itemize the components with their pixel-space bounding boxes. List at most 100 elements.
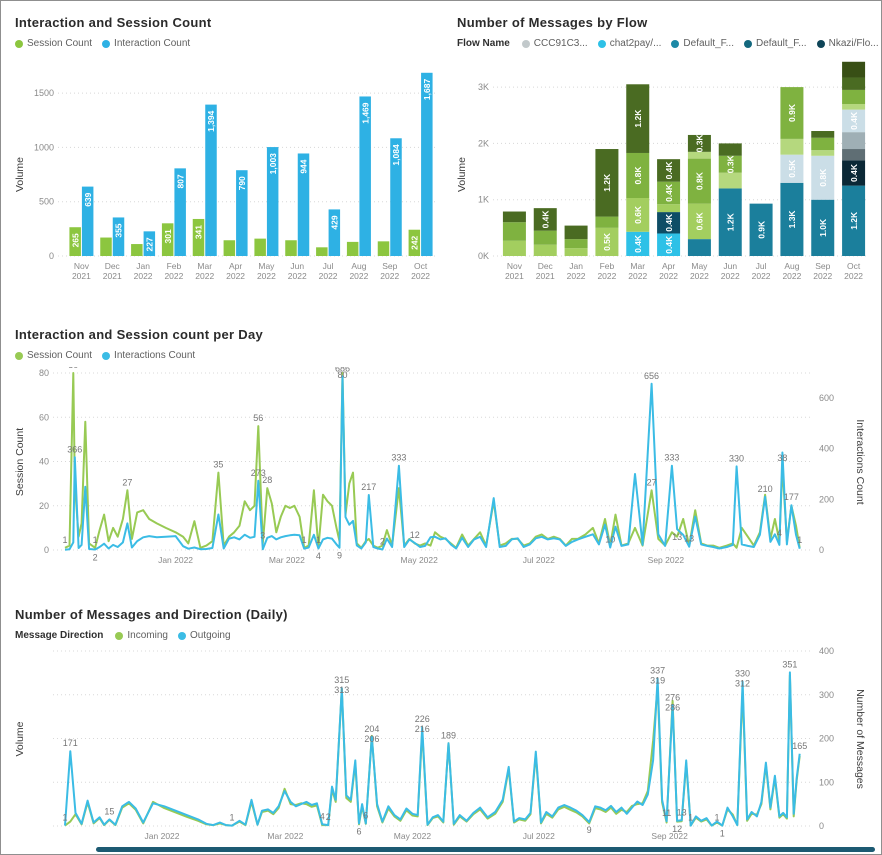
stack-segment[interactable] (780, 154, 804, 183)
bar-interaction-aug-2022[interactable] (359, 96, 371, 256)
stack-segment[interactable] (780, 138, 804, 155)
stack-segment[interactable] (687, 134, 711, 152)
stack-segment[interactable] (595, 227, 619, 256)
stack-segment[interactable] (811, 131, 835, 138)
bar-interaction-sep-2022[interactable] (390, 138, 402, 256)
stack-segment[interactable] (564, 225, 588, 240)
stack-segment[interactable] (842, 89, 866, 104)
stacked-bar-mar-2022[interactable]: 0.4K 0.6K 0.8K 1.2K (626, 84, 650, 256)
bar-session-mar-2022[interactable] (192, 218, 205, 256)
stack-segment[interactable] (749, 203, 773, 256)
bar-session-jul-2022[interactable] (316, 247, 328, 256)
legend-item-session-count[interactable]: Session Count (15, 350, 92, 361)
legend-item-default-f-[interactable]: Default_F... (671, 38, 734, 49)
legend-item-session-count[interactable]: Session Count (15, 38, 92, 49)
bar-interaction-mar-2022[interactable] (205, 104, 217, 256)
stacked-bar-feb-2022[interactable]: 0.5K 1.2K (595, 149, 619, 256)
bar-interaction-jan-2022[interactable] (143, 231, 156, 256)
stack-segment[interactable] (811, 155, 835, 200)
legend-item-nkazi-flo-[interactable]: Nkazi/Flo... (816, 38, 879, 49)
line-session-count[interactable] (64, 372, 801, 549)
stack-segment[interactable] (718, 172, 742, 189)
stack-segment[interactable] (626, 231, 650, 256)
stack-segment[interactable] (657, 181, 681, 205)
stack-segment[interactable] (718, 155, 742, 173)
stacked-bar-apr-2022[interactable]: 0.4K 0.4K 0.4K 0.4K (657, 159, 681, 256)
legend-item-interaction-count[interactable]: Interaction Count (102, 38, 190, 49)
line-chart-messages-direction-daily[interactable]: 0 100 200 300 400 Volume Number of Messages Jan… (11, 647, 873, 847)
bar-session-aug-2022[interactable] (346, 241, 359, 256)
bar-interaction-dec-2021[interactable] (112, 217, 125, 256)
bar-interaction-oct-2022[interactable] (421, 72, 433, 256)
stack-segment[interactable] (842, 77, 866, 90)
line-interactions-count[interactable] (64, 375, 801, 551)
bar-session-may-2022[interactable] (254, 238, 266, 256)
line-outgoing[interactable] (64, 671, 801, 827)
legend-item-default-f-[interactable]: Default_F... (744, 38, 807, 49)
stack-segment[interactable] (842, 185, 866, 256)
stack-segment[interactable] (533, 208, 557, 231)
stack-segment[interactable] (533, 230, 557, 245)
stack-segment[interactable] (687, 151, 711, 159)
stack-segment[interactable] (595, 216, 619, 228)
stack-segment[interactable] (842, 61, 866, 78)
stack-segment[interactable] (842, 160, 866, 186)
legend-item-interactions-count[interactable]: Interactions Count (102, 350, 195, 361)
bar-interaction-apr-2022[interactable] (236, 170, 248, 256)
stack-segment[interactable] (842, 132, 866, 150)
stack-segment[interactable] (626, 198, 650, 232)
stacked-bar-dec-2021[interactable]: 0.4K (533, 208, 557, 256)
horizontal-scrollbar[interactable] (96, 847, 875, 852)
stack-segment[interactable] (502, 211, 526, 223)
bar-session-oct-2022[interactable] (408, 229, 421, 256)
stack-segment[interactable] (657, 159, 681, 182)
stack-segment[interactable] (780, 182, 804, 256)
stack-segment[interactable] (657, 204, 681, 213)
stacked-bar-oct-2022[interactable]: 1.2K 0.4K 0.4K (842, 61, 866, 256)
bar-interaction-may-2022[interactable] (266, 147, 279, 256)
stacked-bar-jul-2022[interactable]: 0.9K (749, 203, 773, 256)
stack-segment[interactable] (533, 244, 557, 256)
bar-session-sep-2022[interactable] (377, 241, 390, 256)
line-chart-interaction-session-daily[interactable]: 0 20 40 60 80 0 200 400 600 Session Count Interact… (11, 367, 873, 577)
stack-segment[interactable] (626, 152, 650, 199)
stack-segment[interactable] (564, 239, 588, 249)
legend-item-outgoing[interactable]: Outgoing (177, 630, 231, 641)
bar-session-jun-2022[interactable] (285, 240, 297, 256)
bar-interaction-nov-2021[interactable] (81, 186, 94, 256)
bar-session-apr-2022[interactable] (223, 240, 236, 256)
stack-segment[interactable] (657, 212, 681, 234)
stacked-bar-nov-2021[interactable] (502, 211, 526, 256)
stack-segment[interactable] (811, 150, 835, 156)
stack-segment[interactable] (687, 158, 711, 204)
stacked-bar-jan-2022[interactable] (564, 225, 588, 256)
bar-interaction-jun-2022[interactable] (297, 153, 310, 256)
bar-session-nov-2021[interactable] (69, 227, 81, 256)
bar-interaction-jul-2022[interactable] (328, 209, 341, 256)
stack-segment[interactable] (687, 239, 711, 256)
stacked-bar-sep-2022[interactable]: 1.0K 0.8K (811, 131, 835, 256)
stack-segment[interactable] (811, 199, 835, 256)
stack-segment[interactable] (842, 149, 866, 161)
stack-segment[interactable] (842, 103, 866, 110)
stack-segment[interactable] (718, 143, 742, 156)
legend-item-chat2pay-[interactable]: chat2pay/... (597, 38, 661, 49)
stack-segment[interactable] (842, 109, 866, 133)
stacked-bar-chart-messages-by-flow[interactable]: 0K1K2K3KVolumeNov20210.4KDec2021Jan20220… (453, 55, 877, 295)
legend-item-ccc91c3-[interactable]: CCC91C3... (521, 38, 588, 49)
stack-segment[interactable] (502, 240, 526, 256)
bar-chart-interaction-session[interactable]: 050010001500Volume265639Nov2021355Dec202… (11, 55, 441, 295)
stack-segment[interactable] (811, 137, 835, 151)
bar-session-feb-2022[interactable] (161, 223, 174, 256)
stacked-bar-jun-2022[interactable]: 1.2K 0.3K (718, 143, 742, 256)
bar-interaction-feb-2022[interactable] (174, 168, 186, 256)
bar-session-jan-2022[interactable] (131, 244, 143, 256)
stack-segment[interactable] (626, 84, 650, 153)
stacked-bar-may-2022[interactable]: 0.6K 0.8K 0.3K (687, 134, 711, 256)
stack-segment[interactable] (687, 203, 711, 240)
legend-item-incoming[interactable]: Incoming (115, 630, 168, 641)
stack-segment[interactable] (564, 248, 588, 256)
bar-session-dec-2021[interactable] (100, 237, 112, 256)
stack-segment[interactable] (595, 149, 619, 217)
stack-segment[interactable] (657, 233, 681, 256)
